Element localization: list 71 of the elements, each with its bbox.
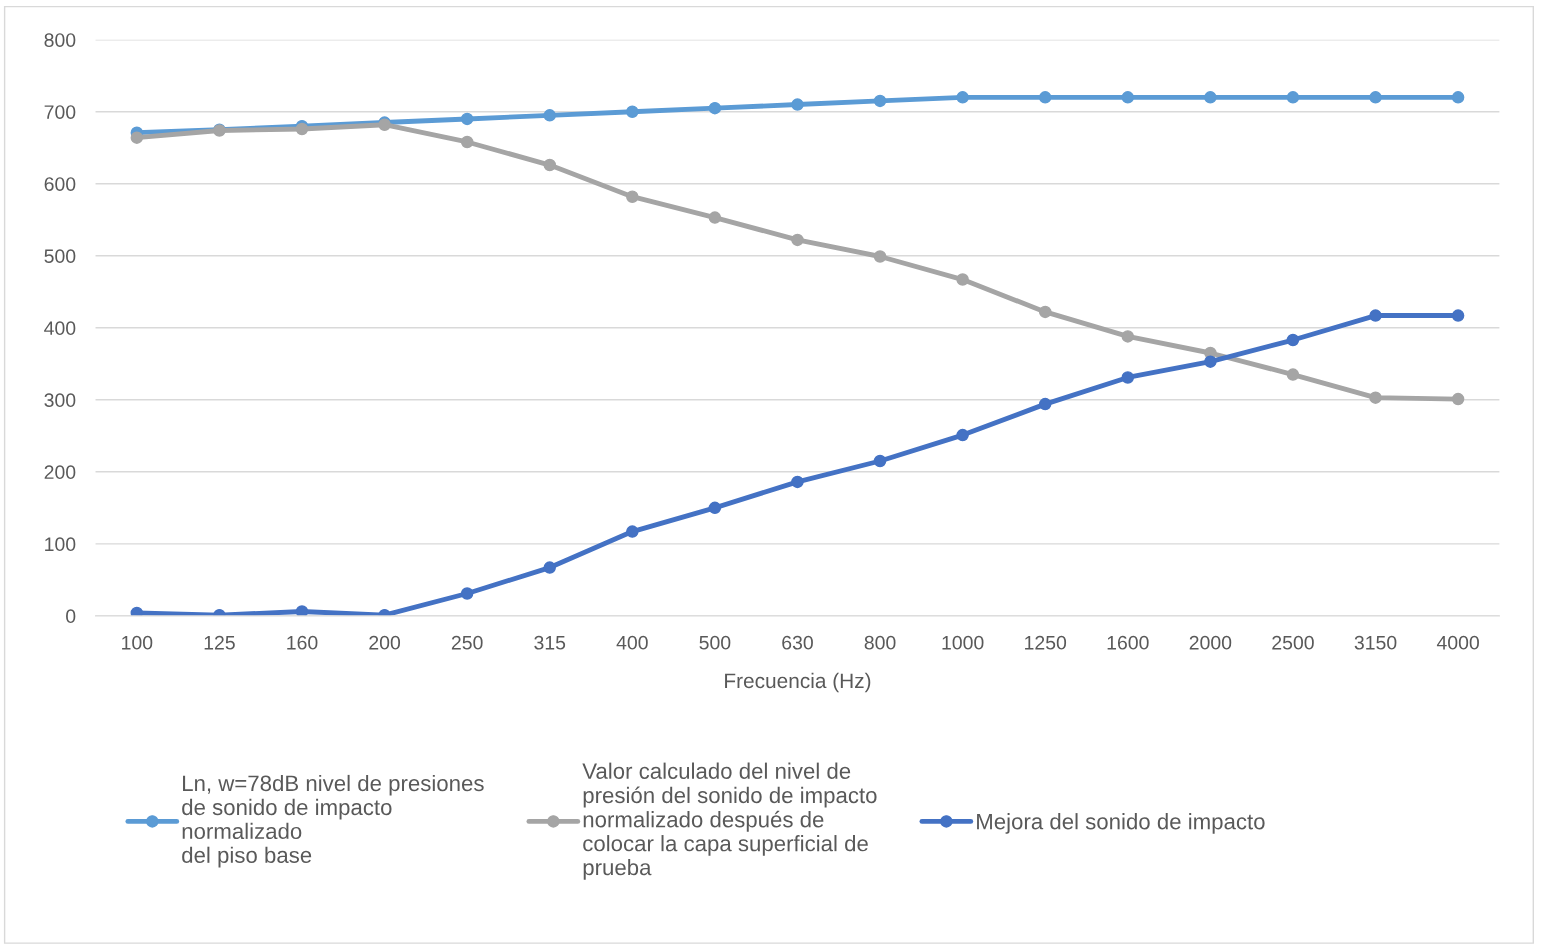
legend-label: Mejora del sonido de impacto: [977, 813, 1265, 834]
point: [295, 605, 309, 616]
point: [543, 109, 556, 122]
point: [626, 105, 639, 118]
y-tick-label: 0: [66, 609, 76, 624]
point: [791, 233, 804, 247]
point: [1121, 91, 1135, 104]
y-tick-label: 300: [44, 393, 76, 408]
point: [1369, 391, 1382, 404]
x-tick-label: 125: [204, 635, 235, 650]
x-tick-label: 2500: [1272, 635, 1314, 650]
point: [873, 250, 887, 263]
legend-label: Valor calculado del nivel de presión del sonido de impacto normalizado después de colocar la capa superficial de prueba: [582, 762, 877, 880]
point: [956, 91, 969, 104]
point: [708, 101, 722, 115]
x-tick-label: 315: [534, 635, 566, 650]
x-tick-label: 500: [699, 635, 731, 650]
point: [543, 561, 556, 574]
point: [956, 273, 969, 286]
point: [791, 98, 804, 111]
x-tick-label: 400: [616, 635, 648, 650]
point: [1038, 305, 1052, 319]
point: [460, 135, 474, 149]
y-tick-label: 700: [44, 105, 76, 119]
x-tick-label: 100: [122, 635, 153, 650]
point: [626, 525, 639, 538]
point: [130, 131, 144, 144]
point: [1286, 333, 1300, 347]
x-tick-label: 250: [451, 635, 483, 650]
point: [873, 454, 887, 468]
y-tick-label: 400: [44, 321, 76, 336]
point: [1121, 371, 1135, 384]
legend-label: Ln, w=78dB nivel de presiones de sonido de impacto normalizado del piso base: [182, 774, 484, 868]
y-tick-label: 200: [44, 465, 76, 480]
point: [1286, 368, 1300, 381]
point: [1451, 309, 1465, 322]
point: [1038, 397, 1052, 411]
point: [791, 475, 804, 489]
point: [708, 501, 722, 515]
x-tick-label: 160: [287, 635, 318, 650]
x-tick-label: 1000: [942, 635, 984, 650]
point: [1204, 91, 1217, 104]
y-tick-label: 500: [44, 249, 76, 264]
point: [1451, 392, 1465, 406]
point: [626, 190, 639, 203]
point: [460, 587, 474, 600]
point: [1038, 91, 1052, 104]
y-tick-label: 600: [44, 177, 76, 191]
x-tick-label: 1250: [1025, 635, 1067, 650]
point: [130, 606, 144, 616]
point: [708, 211, 722, 224]
x-tick-label: 2000: [1189, 635, 1232, 650]
point: [1369, 309, 1382, 322]
x-tick-label: 200: [369, 635, 401, 650]
x-tick-label: 4000: [1436, 635, 1479, 650]
y-tick-label: 800: [44, 33, 76, 47]
point: [873, 94, 887, 108]
x-tick-label: 630: [782, 635, 813, 650]
point: [460, 112, 474, 126]
point: [1121, 330, 1135, 343]
y-tick-label: 100: [45, 537, 76, 552]
point: [1286, 91, 1300, 104]
x-tick-label: 800: [864, 635, 896, 650]
point: [1369, 91, 1382, 104]
point: [1451, 91, 1465, 104]
point: [956, 428, 969, 442]
point: [543, 158, 556, 172]
x-axis-title: Frecuencia (Hz): [725, 672, 871, 693]
x-tick-label: 3150: [1354, 635, 1397, 650]
point: [1204, 355, 1217, 368]
x-tick-label: 1600: [1107, 635, 1149, 650]
